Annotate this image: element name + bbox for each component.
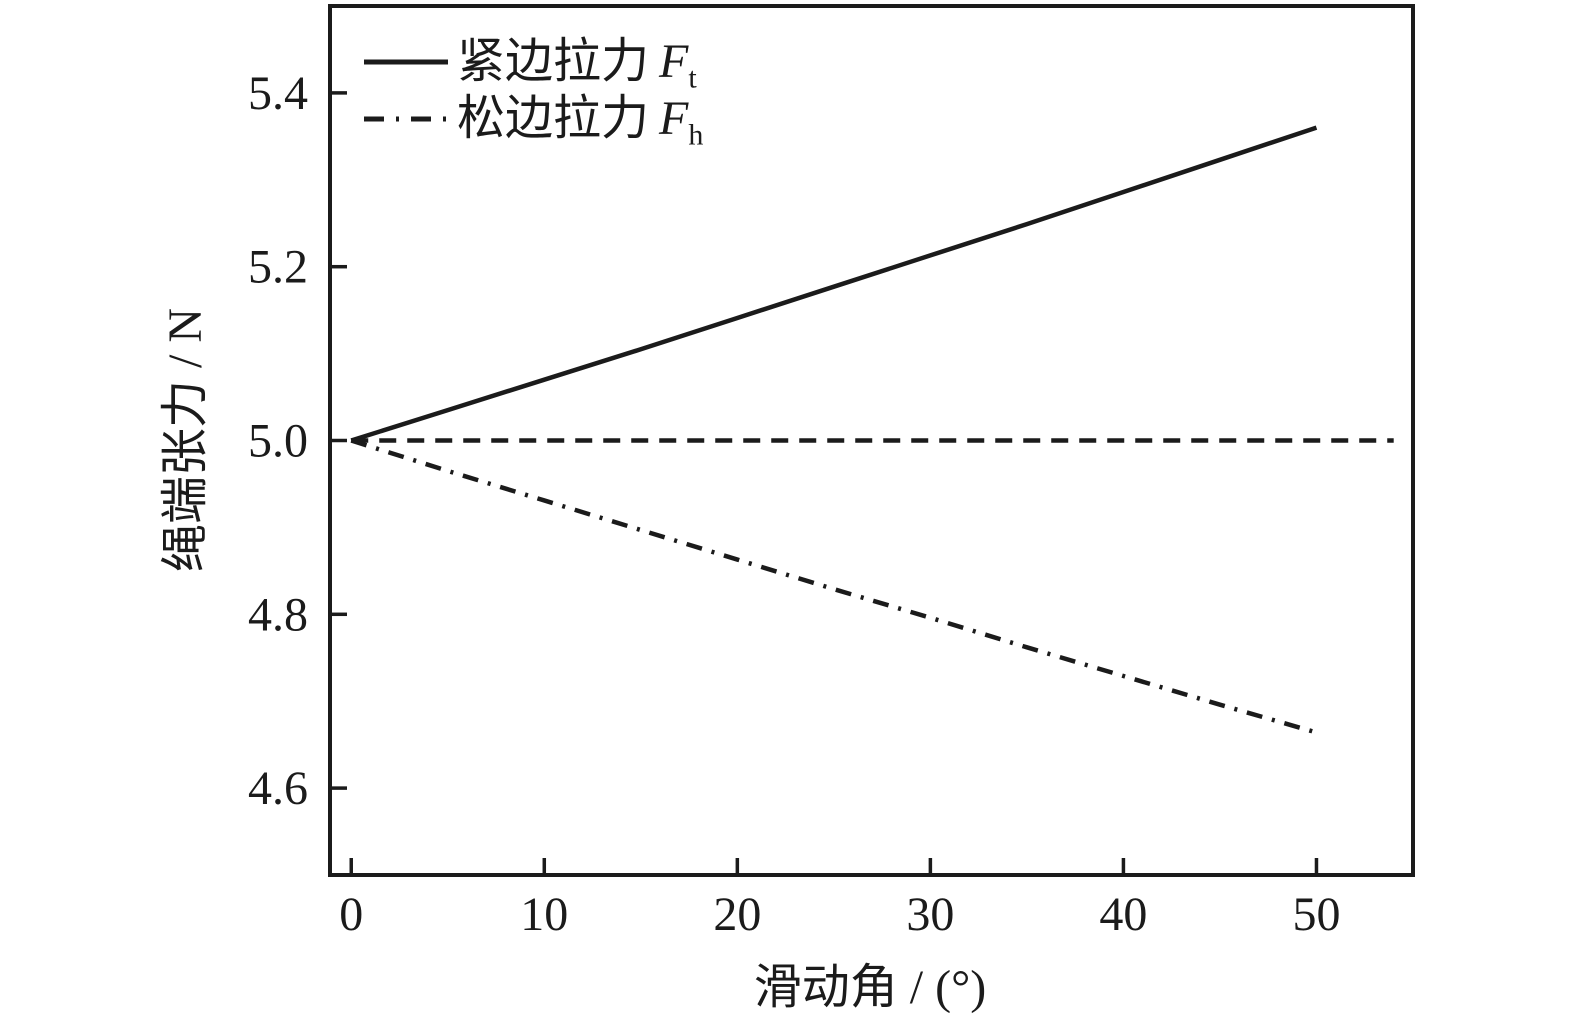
x-tick-label: 0 <box>339 888 363 941</box>
series-tight-side <box>350 125 1318 443</box>
legend-subscript: t <box>688 61 697 95</box>
y-axis-label: 绳端张力 / N <box>159 307 212 573</box>
y-tick-label: 5.2 <box>248 241 308 294</box>
y-tick-label: 5.0 <box>248 415 308 468</box>
series-slack-side <box>350 438 1318 735</box>
legend-label-tight-side: 紧边拉力 Ft <box>457 33 697 93</box>
legend-variable: F <box>659 92 689 145</box>
legend: 紧边拉力 Ft 松边拉力 Fh <box>364 33 703 150</box>
y-tick-label: 4.8 <box>248 588 308 641</box>
legend-subscript: h <box>688 118 704 152</box>
legend-label-slack-side: 松边拉力 Fh <box>457 90 703 150</box>
solid-line-sample-icon <box>364 59 448 64</box>
legend-variable: F <box>659 35 689 88</box>
x-axis-label: 滑动角 / (°) <box>753 961 987 1014</box>
x-tick-label: 40 <box>1099 888 1147 941</box>
y-tick-label: 4.6 <box>248 762 308 815</box>
dashdot-line-sample-icon <box>364 116 448 121</box>
y-tick-label: 5.4 <box>248 67 308 120</box>
x-tick-label: 20 <box>713 888 761 941</box>
axes-frame <box>328 4 1415 877</box>
x-tick-label: 30 <box>906 888 954 941</box>
legend-text: 松边拉力 <box>457 92 650 145</box>
x-tick-label: 10 <box>520 888 568 941</box>
legend-text: 紧边拉力 <box>457 35 650 88</box>
legend-item-tight-side: 紧边拉力 Ft <box>364 33 703 93</box>
legend-item-slack-side: 松边拉力 Fh <box>364 90 703 150</box>
x-tick-label: 50 <box>1292 888 1340 941</box>
